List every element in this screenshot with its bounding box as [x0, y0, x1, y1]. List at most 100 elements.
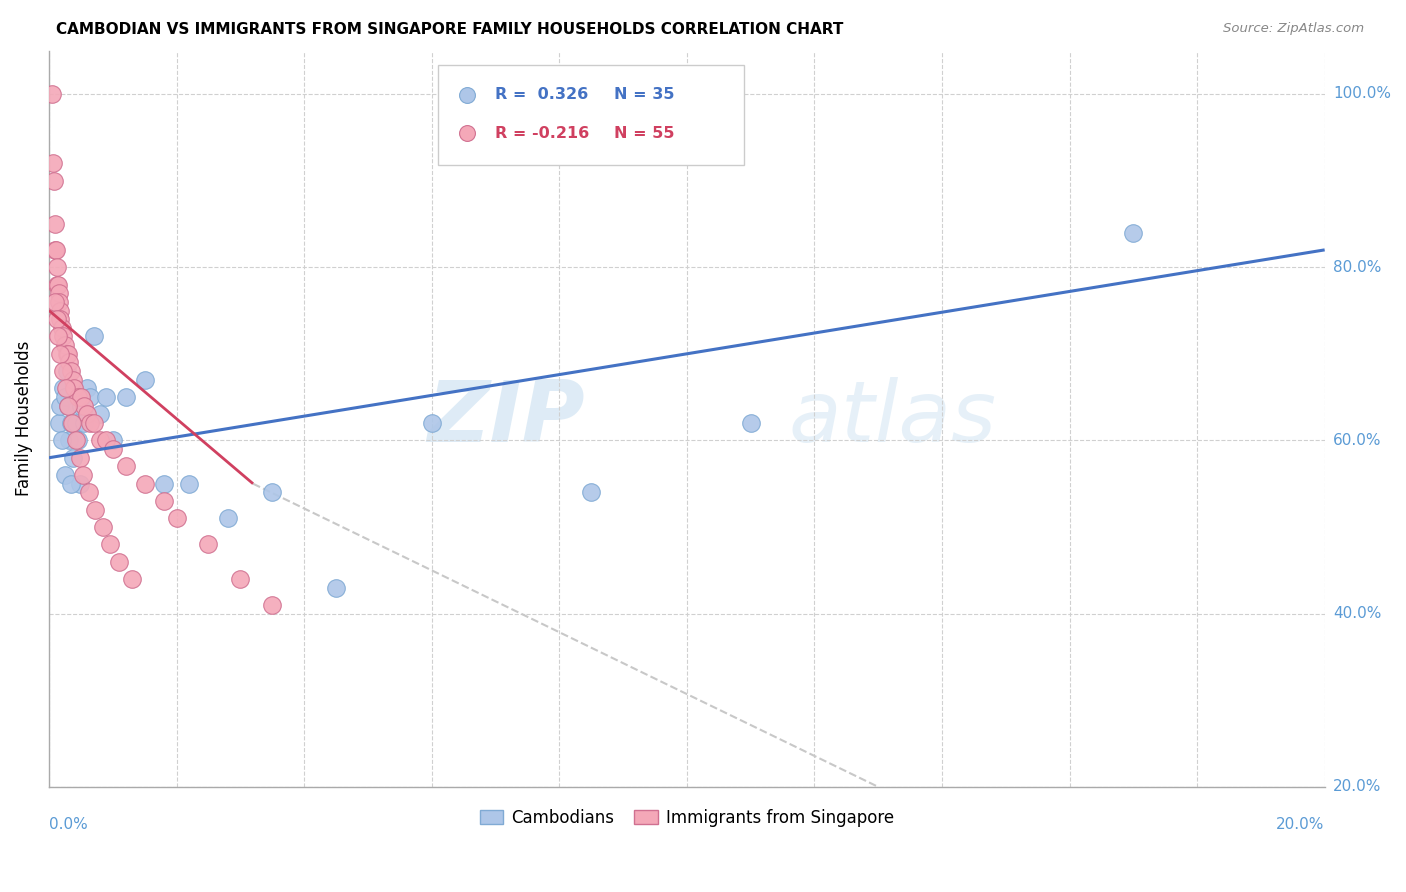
Point: [49, 303, 72, 318]
Point: [60, 416, 83, 430]
Point: [58, 355, 80, 369]
Text: 0.0%: 0.0%: [49, 817, 87, 832]
Point: [65, 434, 87, 448]
Point: [56, 347, 79, 361]
Point: [49, 399, 72, 413]
Point: [134, 476, 156, 491]
Point: [48, 294, 70, 309]
Point: [56, 364, 79, 378]
Point: [51, 321, 73, 335]
Text: R = -0.216: R = -0.216: [495, 126, 589, 141]
Point: [66, 390, 89, 404]
Point: [44, 243, 66, 257]
Point: [197, 537, 219, 551]
Y-axis label: Family Households: Family Households: [15, 341, 32, 497]
Point: [63, 381, 86, 395]
Point: [45, 243, 67, 257]
Text: atlas: atlas: [789, 377, 997, 460]
Point: [73, 416, 96, 430]
Point: [1122, 226, 1144, 240]
Point: [60, 416, 83, 430]
Point: [76, 381, 98, 395]
Point: [79, 390, 101, 404]
Point: [166, 511, 188, 525]
Point: [45, 312, 67, 326]
Point: [134, 373, 156, 387]
Point: [79, 416, 101, 430]
Point: [60, 476, 83, 491]
Point: [121, 572, 143, 586]
Text: 20.0%: 20.0%: [1277, 817, 1324, 832]
Point: [77, 485, 100, 500]
Point: [740, 416, 762, 430]
Point: [98, 537, 121, 551]
Point: [101, 442, 124, 456]
Point: [229, 572, 252, 586]
Text: CAMBODIAN VS IMMIGRANTS FROM SINGAPORE FAMILY HOUSEHOLDS CORRELATION CHART: CAMBODIAN VS IMMIGRANTS FROM SINGAPORE F…: [56, 22, 844, 37]
Point: [52, 364, 75, 378]
Point: [83, 416, 105, 430]
Point: [76, 408, 98, 422]
Point: [83, 502, 105, 516]
Point: [420, 416, 443, 430]
Point: [49, 312, 72, 326]
Point: [91, 520, 114, 534]
Point: [60, 364, 83, 378]
Point: [325, 581, 347, 595]
Text: R =  0.326: R = 0.326: [495, 87, 589, 103]
Point: [69, 450, 91, 465]
Text: Source: ZipAtlas.com: Source: ZipAtlas.com: [1223, 22, 1364, 36]
Point: [53, 390, 76, 404]
FancyBboxPatch shape: [439, 65, 744, 165]
Point: [152, 494, 174, 508]
Point: [70, 390, 93, 404]
Point: [108, 555, 131, 569]
Point: [46, 277, 69, 292]
Point: [70, 399, 93, 413]
Point: [114, 459, 136, 474]
Text: ZIP: ZIP: [427, 377, 585, 460]
Point: [217, 511, 239, 525]
Point: [53, 338, 76, 352]
Point: [42, 173, 65, 187]
Point: [48, 416, 70, 430]
Point: [53, 468, 76, 483]
Text: 40.0%: 40.0%: [1333, 607, 1381, 621]
Point: [69, 476, 91, 491]
Text: 60.0%: 60.0%: [1333, 433, 1382, 448]
Point: [89, 408, 111, 422]
Point: [56, 399, 79, 413]
Point: [73, 399, 96, 413]
Point: [114, 390, 136, 404]
Point: [62, 450, 84, 465]
Point: [62, 373, 84, 387]
Point: [101, 434, 124, 448]
Point: [65, 416, 87, 430]
Point: [152, 476, 174, 491]
Text: 20.0%: 20.0%: [1333, 780, 1381, 795]
Point: [52, 329, 75, 343]
Text: N = 35: N = 35: [614, 87, 675, 103]
Point: [42, 156, 65, 170]
Point: [46, 329, 69, 343]
Point: [262, 485, 284, 500]
Point: [44, 294, 66, 309]
Point: [89, 434, 111, 448]
Point: [96, 434, 118, 448]
Point: [58, 434, 80, 448]
Point: [56, 399, 79, 413]
Text: 80.0%: 80.0%: [1333, 260, 1381, 275]
Point: [49, 347, 72, 361]
Point: [48, 286, 70, 301]
Point: [72, 468, 94, 483]
Point: [46, 277, 69, 292]
Point: [262, 598, 284, 612]
Point: [63, 381, 86, 395]
Point: [52, 381, 75, 395]
Point: [45, 260, 67, 275]
Point: [55, 381, 77, 395]
Point: [41, 87, 63, 101]
Point: [66, 434, 89, 448]
Point: [83, 329, 105, 343]
Point: [96, 390, 118, 404]
